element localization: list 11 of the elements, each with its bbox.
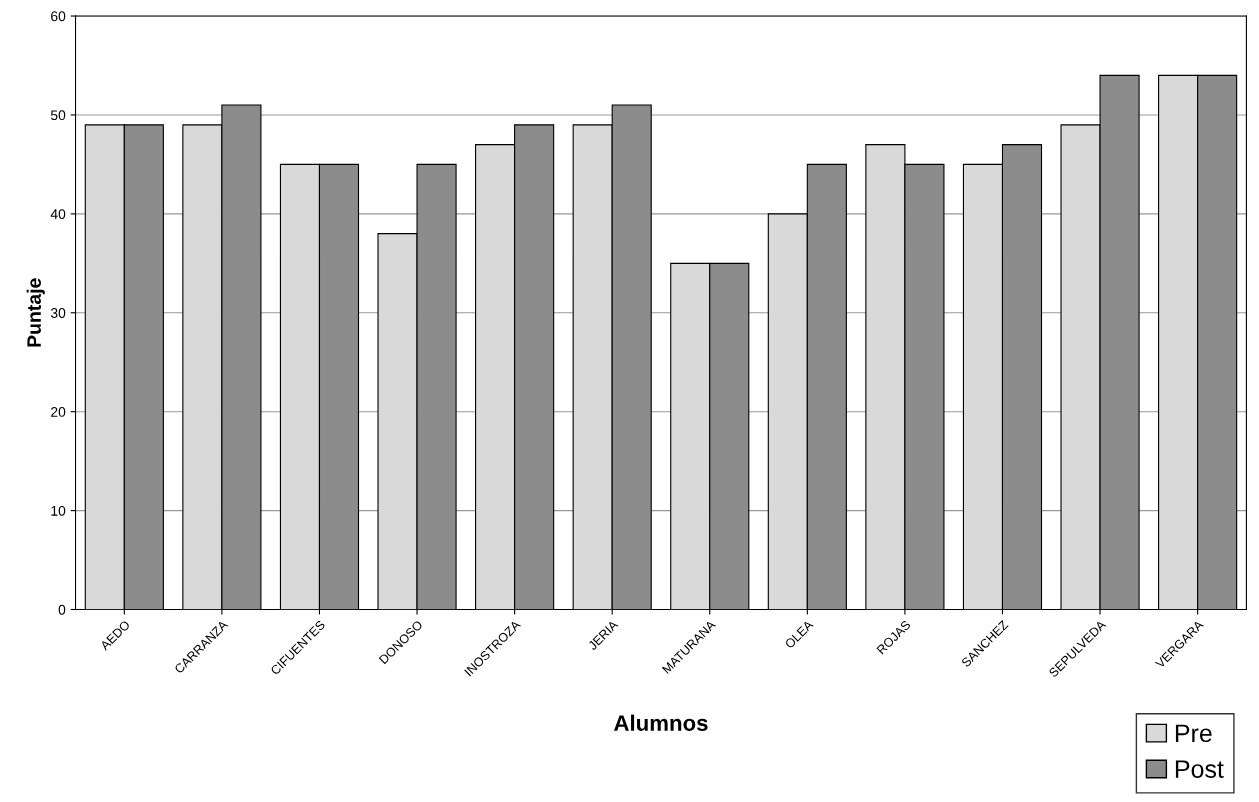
legend-label: Post (1175, 760, 1224, 778)
y-tick-label: 20 (51, 407, 66, 417)
y-tick-label: 60 (51, 11, 66, 22)
y-tick-label: 40 (50, 209, 66, 220)
y-tick-label: 10 (51, 505, 66, 516)
legend-label: Pre (1175, 724, 1212, 743)
y-tick-label: 30 (50, 308, 66, 318)
y-tick-label: 50 (50, 110, 66, 121)
x-axis-title: Alumnos (614, 714, 708, 731)
y-axis-title: Puntaje (26, 278, 45, 347)
y-tick-label: 0 (58, 604, 66, 615)
